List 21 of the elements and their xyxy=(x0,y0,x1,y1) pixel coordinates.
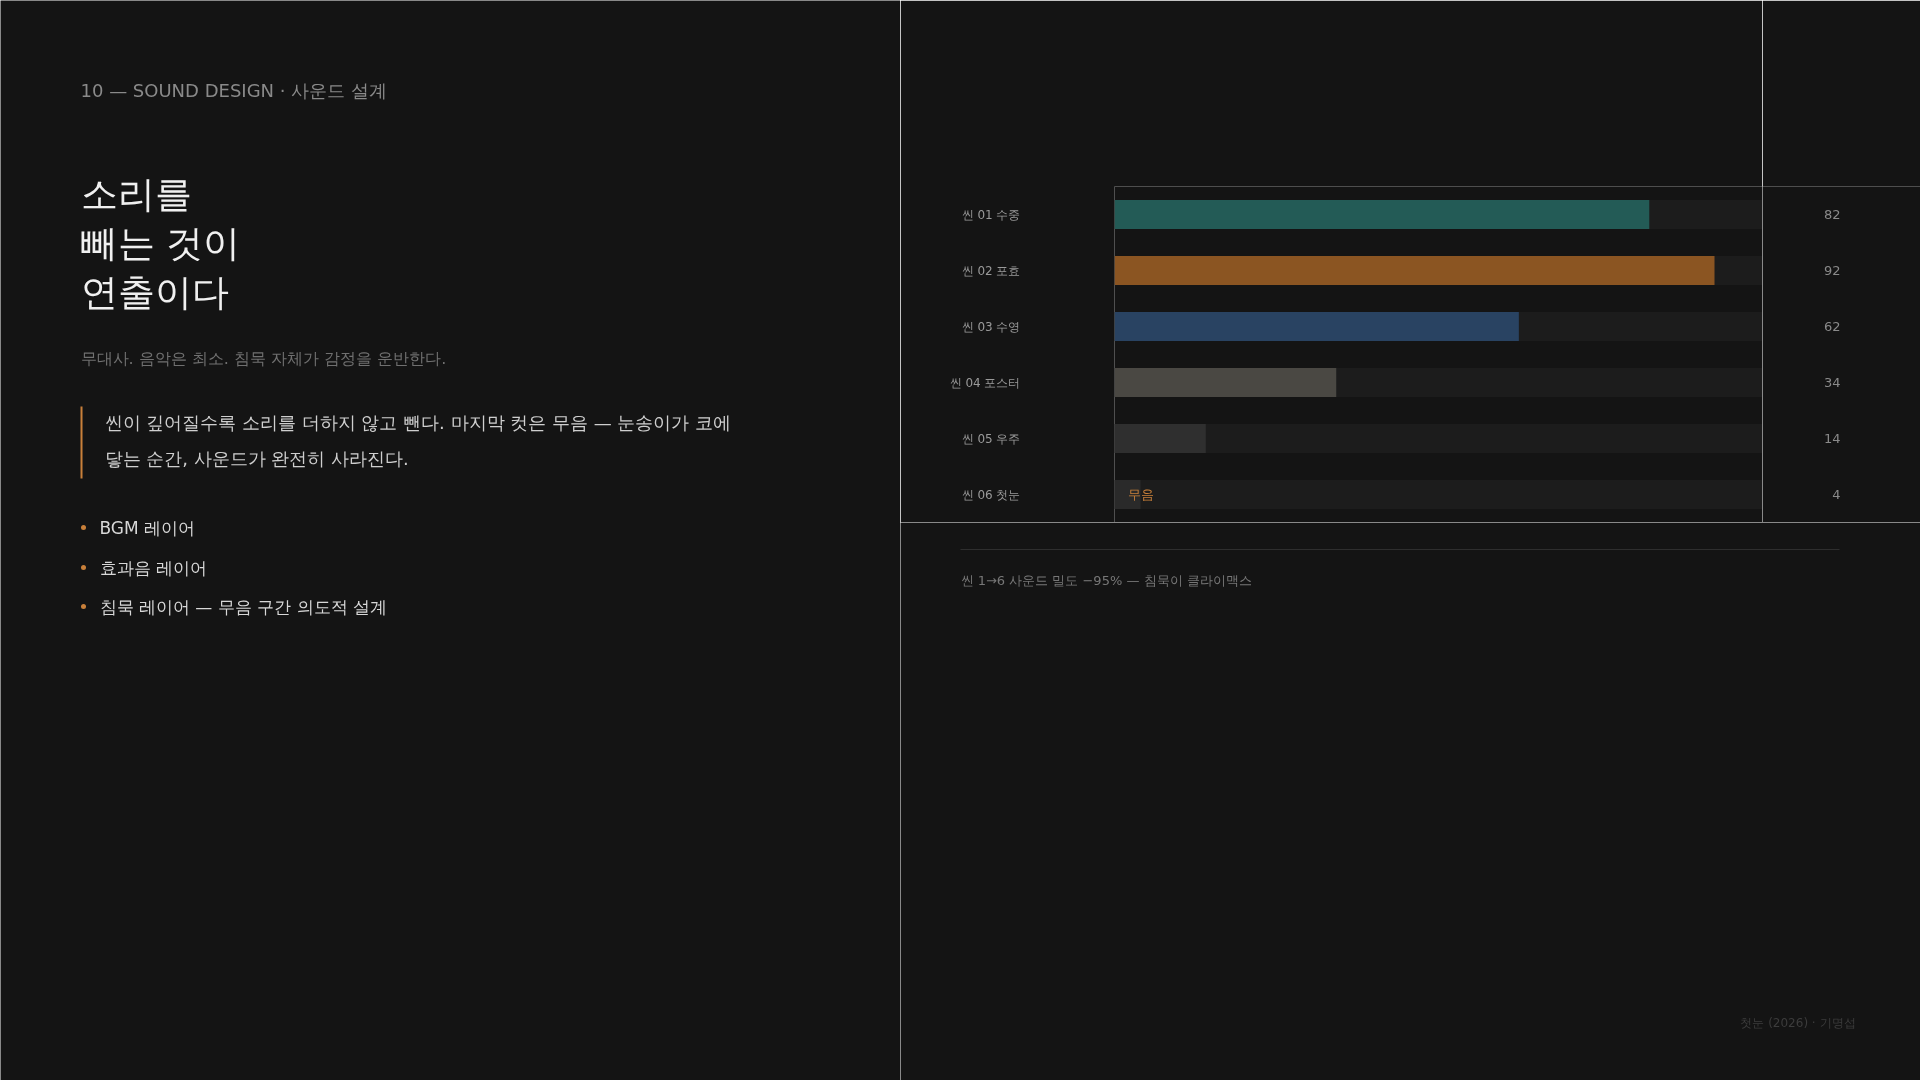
y-tick-label: 씬 04 포스터 xyxy=(949,375,1021,390)
text: BGM 레이어 xyxy=(99,517,196,538)
text: 소리를 빼는 것이 연출이다 xyxy=(80,172,241,314)
data-label: 4 xyxy=(1832,487,1841,502)
y-tick-label: 씬 05 우주 xyxy=(961,431,1021,446)
data-label: 34 xyxy=(1823,375,1841,390)
text: 효과음 레이어 xyxy=(99,557,207,578)
y-tick-label: 씬 06 첫눈 xyxy=(961,487,1021,502)
data-label: 82 xyxy=(1823,207,1841,222)
text: 씬 1→6 사운드 밀도 −95% — 침묵이 클라이맥스 xyxy=(960,573,1252,588)
text: 10 — SOUND DESIGN · 사운드 설계 xyxy=(80,80,387,101)
y-tick-label: 씬 02 포효 xyxy=(961,263,1021,278)
text: 무대사. 음악은 최소. 침묵 자체가 감정을 운반한다. xyxy=(80,349,447,368)
data-label: 62 xyxy=(1823,319,1841,334)
y-tick-label: 씬 03 수영 xyxy=(961,319,1021,334)
y-tick-label: 씬 01 수중 xyxy=(961,207,1021,222)
text: 씬이 깊어질수록 소리를 더하지 않고 뺀다. 마지막 컷은 무음 — 눈송이가 코에 닿는 순간, 사운드가 완전히 사라진다. xyxy=(104,411,732,470)
text: 침묵 레이어 — 무음 구간 의도적 설계 xyxy=(99,596,387,617)
data-label: 14 xyxy=(1823,431,1841,446)
annotation: 무음 xyxy=(1127,487,1154,502)
data-label: 92 xyxy=(1823,263,1841,278)
